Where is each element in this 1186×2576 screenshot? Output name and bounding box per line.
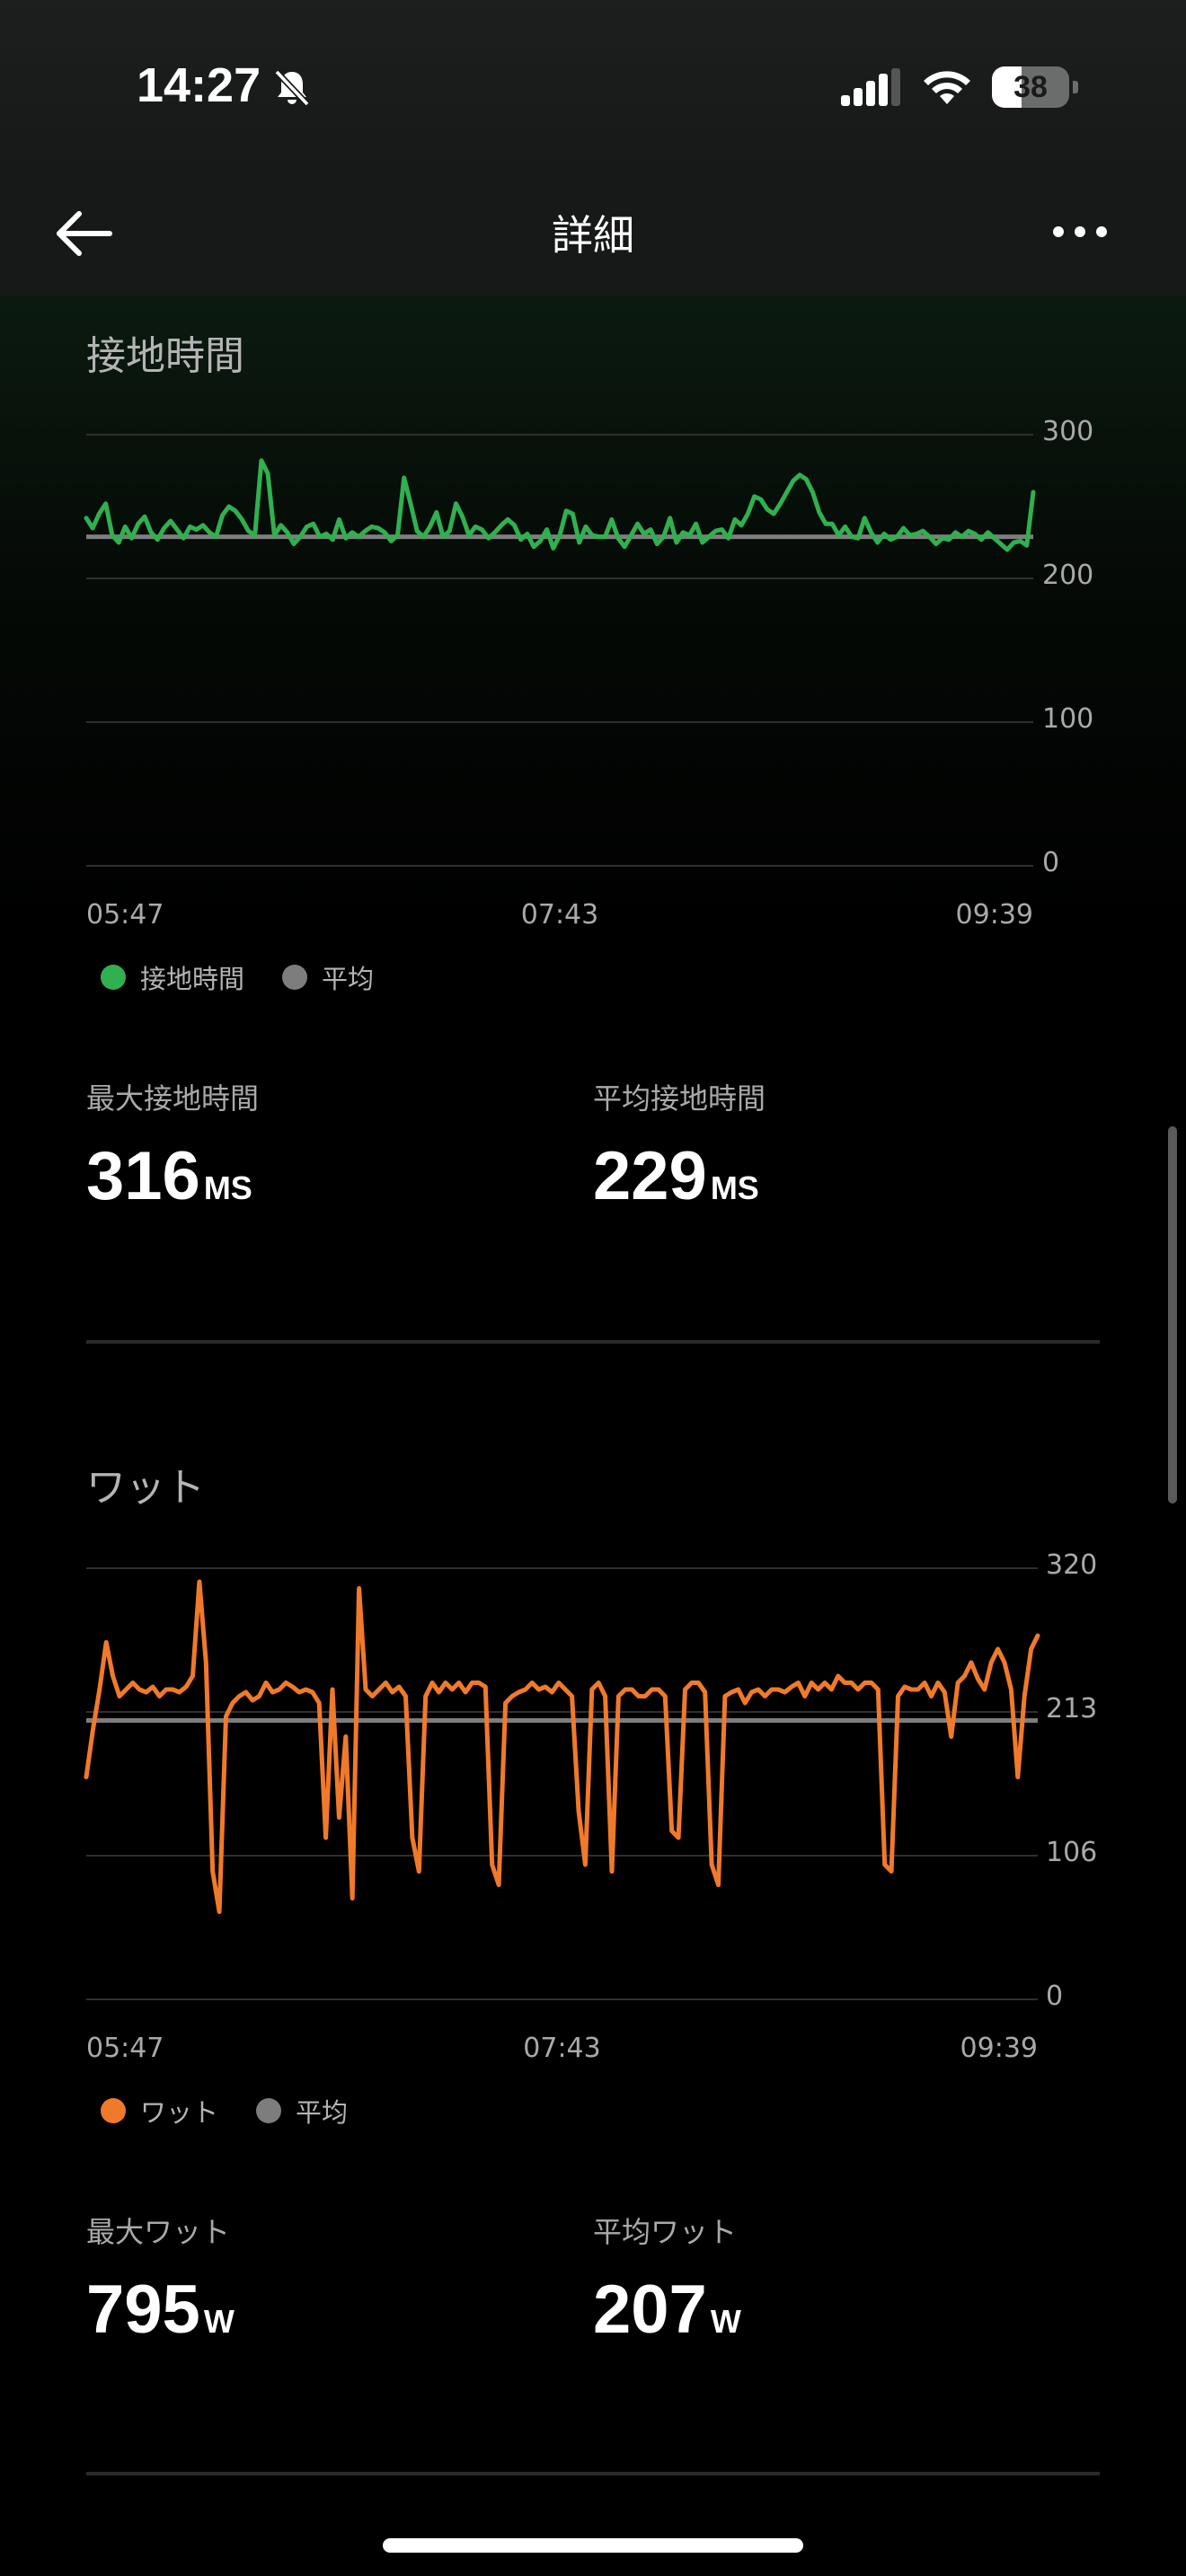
watts-legend: ワット 平均 — [101, 2093, 385, 2129]
scrollbar[interactable] — [1168, 1126, 1177, 1504]
legend-label: 接地時間 — [140, 964, 245, 994]
stat-value: 207 — [593, 2272, 707, 2348]
stat-unit: W — [203, 2303, 235, 2340]
legend-label: 平均 — [322, 964, 375, 994]
content-background — [0, 296, 1186, 925]
max-contact-time-stat: 最大接地時間 316 MS — [86, 1076, 259, 1215]
contact-time-chart: 300 200 100 0 05:47 07:43 09:39 — [84, 416, 1093, 931]
nav-bar: 詳細 — [0, 171, 1186, 296]
watts-chart: 320 213 106 0 05:47 07:43 09:39 — [84, 1549, 1097, 2064]
wifi-icon — [924, 71, 970, 104]
stat-value: 229 — [593, 1138, 707, 1214]
legend-item-contact-time: 接地時間 — [101, 958, 244, 996]
legend-dot — [282, 965, 308, 990]
y-tick-label: 300 — [1042, 416, 1093, 447]
x-tick-label: 07:43 — [523, 2033, 600, 2064]
stat-label: 最大接地時間 — [86, 1081, 260, 1116]
page-title: 詳細 — [552, 211, 634, 260]
legend-label: 平均 — [296, 2097, 349, 2128]
max-watts-stat: 最大ワット 795 W — [86, 2210, 235, 2349]
more-options-button[interactable] — [1039, 203, 1121, 260]
cellular-signal-icon — [841, 68, 900, 106]
legend-dot — [101, 2098, 126, 2123]
stat-label: 平均接地時間 — [593, 1081, 766, 1116]
series-line — [84, 458, 1036, 552]
stat-unit: MS — [203, 1169, 252, 1206]
legend-dot — [256, 2098, 282, 2123]
x-tick-label: 09:39 — [956, 899, 1033, 931]
stat-unit: MS — [710, 1169, 759, 1206]
y-tick-label: 320 — [1046, 1549, 1097, 1581]
x-tick-label: 09:39 — [960, 2033, 1038, 2064]
back-button[interactable] — [47, 198, 122, 269]
y-tick-label: 106 — [1046, 1837, 1097, 1868]
stat-unit: W — [710, 2303, 741, 2340]
section-divider — [86, 1340, 1100, 1344]
watts-title: ワット — [86, 1465, 205, 1511]
status-time: 14:27 — [137, 58, 261, 112]
legend-label: ワット — [140, 2097, 219, 2128]
series-line — [84, 1579, 1040, 1914]
y-tick-label: 200 — [1042, 560, 1093, 591]
x-tick-label: 05:47 — [86, 2033, 164, 2064]
home-indicator[interactable] — [383, 2538, 803, 2553]
avg-contact-time-stat: 平均接地時間 229 MS — [593, 1076, 766, 1215]
bell-slash-icon — [274, 69, 310, 107]
legend-dot — [101, 965, 126, 990]
status-bar: 14:27 38 — [0, 0, 1186, 171]
avg-watts-stat: 平均ワット 207 W — [593, 2210, 741, 2349]
stat-label: 最大ワット — [86, 2215, 231, 2249]
x-tick-label: 07:43 — [521, 899, 598, 931]
stat-value: 795 — [86, 2272, 200, 2348]
legend-item-average: 平均 — [282, 958, 374, 996]
y-tick-label: 213 — [1046, 1693, 1097, 1725]
y-tick-label: 0 — [1046, 1981, 1063, 2012]
section-divider — [86, 2472, 1100, 2475]
battery-icon: 38 — [992, 66, 1078, 108]
contact-time-legend: 接地時間 平均 — [101, 959, 412, 995]
legend-item-watts: ワット — [101, 2092, 218, 2130]
y-tick-label: 100 — [1042, 703, 1093, 735]
battery-fill — [992, 66, 1022, 108]
contact-time-title: 接地時間 — [86, 333, 244, 379]
stat-value: 316 — [86, 1138, 200, 1214]
battery-percentage: 38 — [1013, 70, 1048, 104]
y-tick-label: 0 — [1042, 847, 1059, 878]
stat-label: 平均ワット — [593, 2215, 738, 2249]
legend-item-average: 平均 — [256, 2092, 348, 2130]
x-tick-label: 05:47 — [86, 899, 164, 931]
